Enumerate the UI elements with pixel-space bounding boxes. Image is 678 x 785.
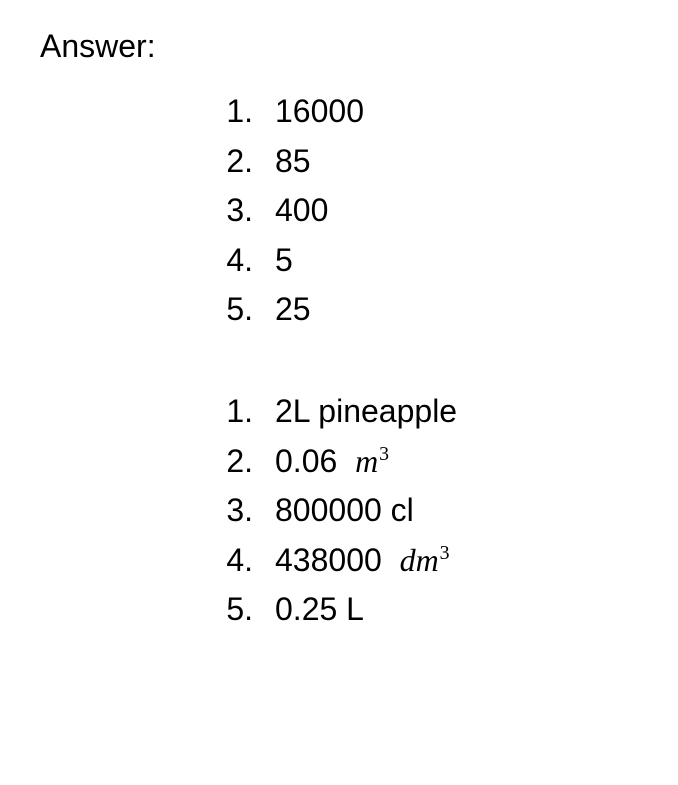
answer-number: 3. xyxy=(215,486,253,536)
answer-text: 800000 cl xyxy=(275,492,414,528)
unit-exponent: 3 xyxy=(379,443,389,465)
answer-row: 5.25 xyxy=(215,285,638,335)
answer-text: 0.25 L xyxy=(275,591,364,627)
answer-number: 3. xyxy=(215,186,253,236)
answer-row: 4. 438000 dm3 xyxy=(215,536,638,586)
answer-value: 85 xyxy=(275,137,311,187)
answer-text: 400 xyxy=(275,192,328,228)
answer-value: 0.06 m3 xyxy=(275,437,389,487)
answer-number: 5. xyxy=(215,585,253,635)
answer-text: 5 xyxy=(275,242,293,278)
answer-value: 5 xyxy=(275,236,293,286)
answer-row: 2. 0.06 m3 xyxy=(215,437,638,487)
answer-text: 25 xyxy=(275,291,311,327)
unit-symbol: m xyxy=(355,443,378,479)
answer-row: 2.85 xyxy=(215,137,638,187)
answer-value: 438000 dm3 xyxy=(275,536,450,586)
unit-exponent: 3 xyxy=(440,542,450,564)
answer-text: 2L pineapple xyxy=(275,393,457,429)
answer-lists: 1.160002.853.4004.55.251.2L pineapple2.0… xyxy=(40,87,638,635)
answer-number: 1. xyxy=(215,87,253,137)
answer-number: 4. xyxy=(215,236,253,286)
answer-text: 16000 xyxy=(275,93,364,129)
answer-value: 400 xyxy=(275,186,328,236)
answer-number: 1. xyxy=(215,387,253,437)
answer-text: 85 xyxy=(275,143,311,179)
answer-value: 16000 xyxy=(275,87,364,137)
answer-row: 1. 16000 xyxy=(215,87,638,137)
answer-row: 3. 400 xyxy=(215,186,638,236)
answer-list: 1.2L pineapple2.0.06 m33.800000 cl4.4380… xyxy=(215,387,638,635)
answer-value: 2L pineapple xyxy=(275,387,457,437)
answer-value: 25 xyxy=(275,285,311,335)
answer-row: 1. 2L pineapple xyxy=(215,387,638,437)
answer-number: 5. xyxy=(215,285,253,335)
answer-unit-math: m3 xyxy=(355,443,389,479)
answer-list: 1.160002.853.4004.55.25 xyxy=(215,87,638,335)
answer-number: 2. xyxy=(215,137,253,187)
answer-value: 800000 cl xyxy=(275,486,414,536)
answer-row: 3. 800000 cl xyxy=(215,486,638,536)
answer-number: 4. xyxy=(215,536,253,586)
answer-value: 0.25 L xyxy=(275,585,364,635)
answer-heading: Answer: xyxy=(40,28,638,65)
answer-unit-math: dm3 xyxy=(400,542,450,578)
answer-text: 0.06 xyxy=(275,443,346,479)
answer-row: 4.5 xyxy=(215,236,638,286)
answer-text: 438000 xyxy=(275,542,391,578)
answer-page: Answer: 1.160002.853.4004.55.251.2L pine… xyxy=(0,0,678,635)
answer-row: 5. 0.25 L xyxy=(215,585,638,635)
answer-number: 2. xyxy=(215,437,253,487)
unit-symbol: dm xyxy=(400,542,439,578)
